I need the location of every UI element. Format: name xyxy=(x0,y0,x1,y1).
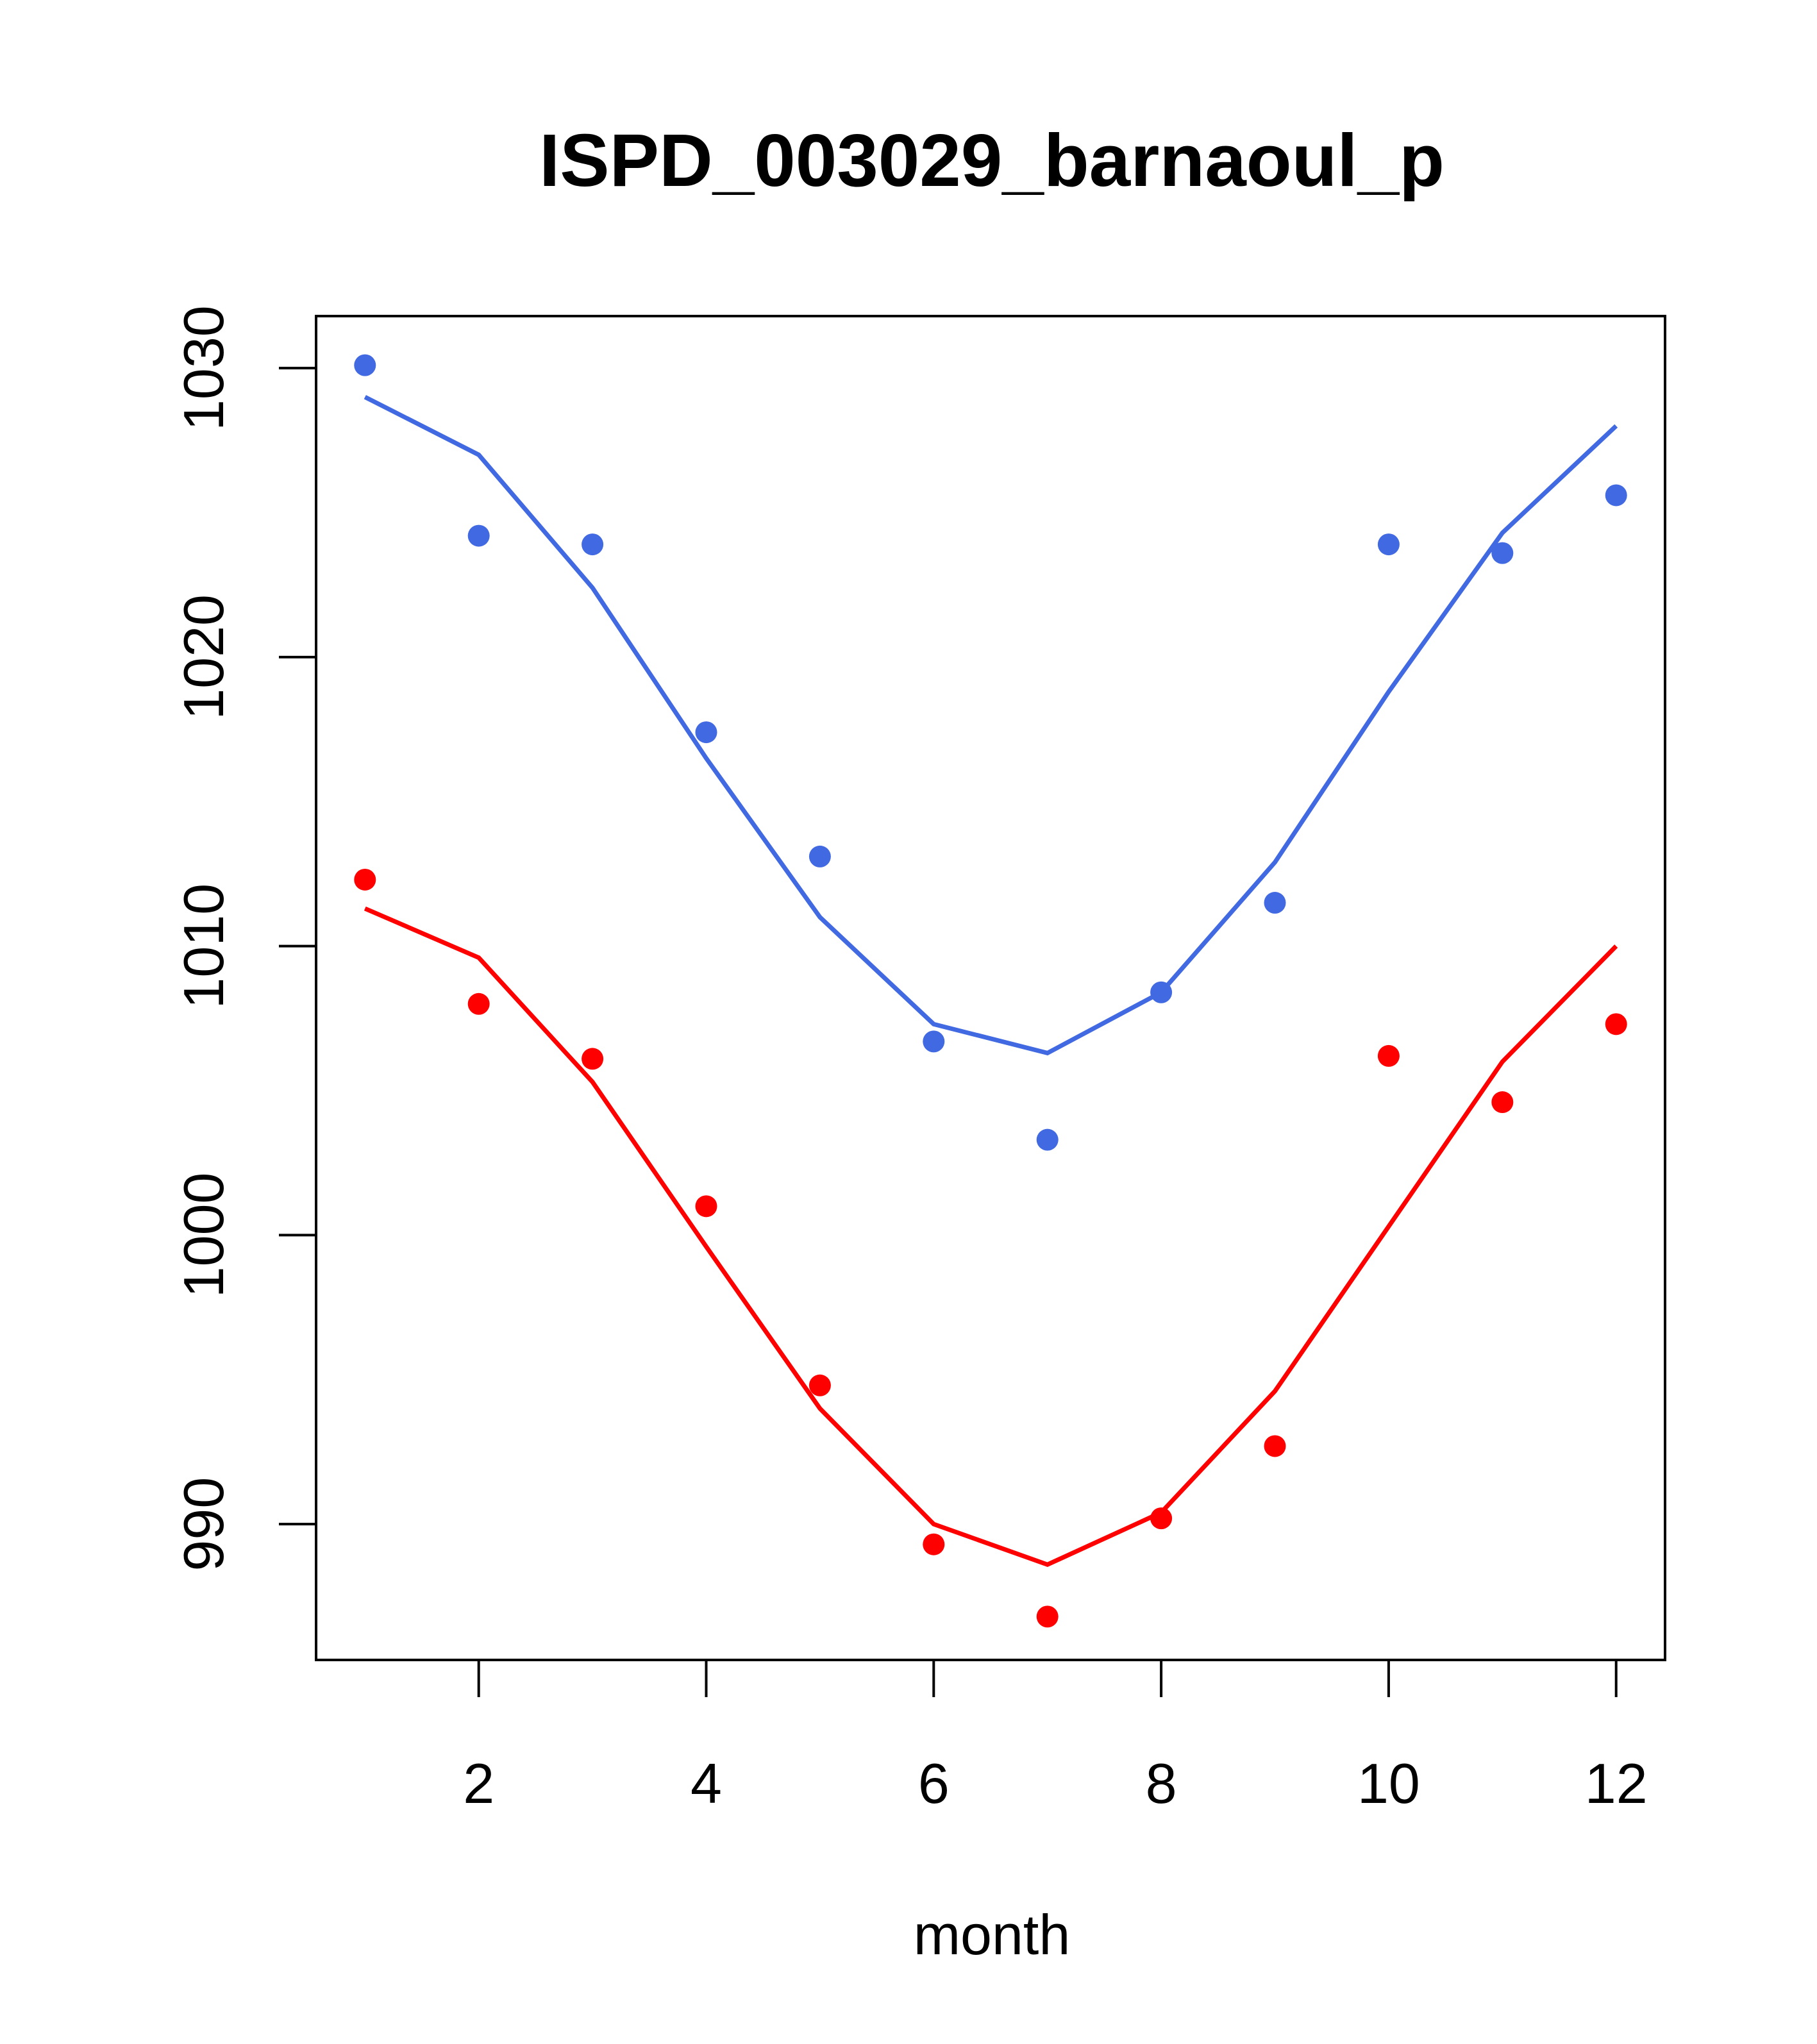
data-point xyxy=(354,868,376,891)
data-point xyxy=(1264,892,1286,914)
y-axis: 990 1000 1010 1020 1030 xyxy=(172,305,317,1571)
data-point xyxy=(1377,1044,1400,1067)
series-layer xyxy=(354,354,1627,1628)
y-tick-label: 1020 xyxy=(172,594,235,720)
x-axis: 2 4 6 8 10 12 xyxy=(463,1659,1648,1815)
data-point xyxy=(582,1048,604,1070)
data-point xyxy=(923,1030,945,1053)
x-tick-label: 8 xyxy=(1146,1752,1177,1815)
data-point xyxy=(808,1374,831,1396)
data-point xyxy=(582,533,604,556)
blue-points xyxy=(354,354,1627,1151)
x-tick-label: 12 xyxy=(1585,1752,1648,1815)
y-tick-label: 1000 xyxy=(172,1173,235,1298)
y-tick-label: 1010 xyxy=(172,884,235,1009)
data-point xyxy=(1264,1435,1286,1457)
x-axis-label: month xyxy=(914,1903,1071,1966)
x-tick-label: 6 xyxy=(918,1752,950,1815)
data-point xyxy=(923,1533,945,1555)
data-point xyxy=(695,1195,717,1218)
data-point xyxy=(467,993,490,1015)
data-point xyxy=(467,524,490,547)
x-tick-label: 2 xyxy=(463,1752,494,1815)
data-point xyxy=(1605,1013,1627,1035)
y-tick-label: 1030 xyxy=(172,305,235,431)
data-point xyxy=(1605,484,1627,507)
y-tick-label: 990 xyxy=(172,1477,235,1571)
data-point xyxy=(354,354,376,376)
data-point xyxy=(1036,1128,1059,1151)
x-tick-label: 4 xyxy=(691,1752,722,1815)
data-point xyxy=(1491,1091,1514,1114)
chart-title: ISPD_003029_barnaoul_p xyxy=(539,119,1444,202)
data-point xyxy=(695,721,717,744)
data-point xyxy=(1036,1605,1059,1628)
data-point xyxy=(1491,542,1514,564)
data-point xyxy=(1377,533,1400,556)
red-line xyxy=(364,906,1618,1568)
x-tick-label: 10 xyxy=(1357,1752,1420,1815)
blue-line xyxy=(364,395,1618,1056)
data-point xyxy=(808,845,831,867)
